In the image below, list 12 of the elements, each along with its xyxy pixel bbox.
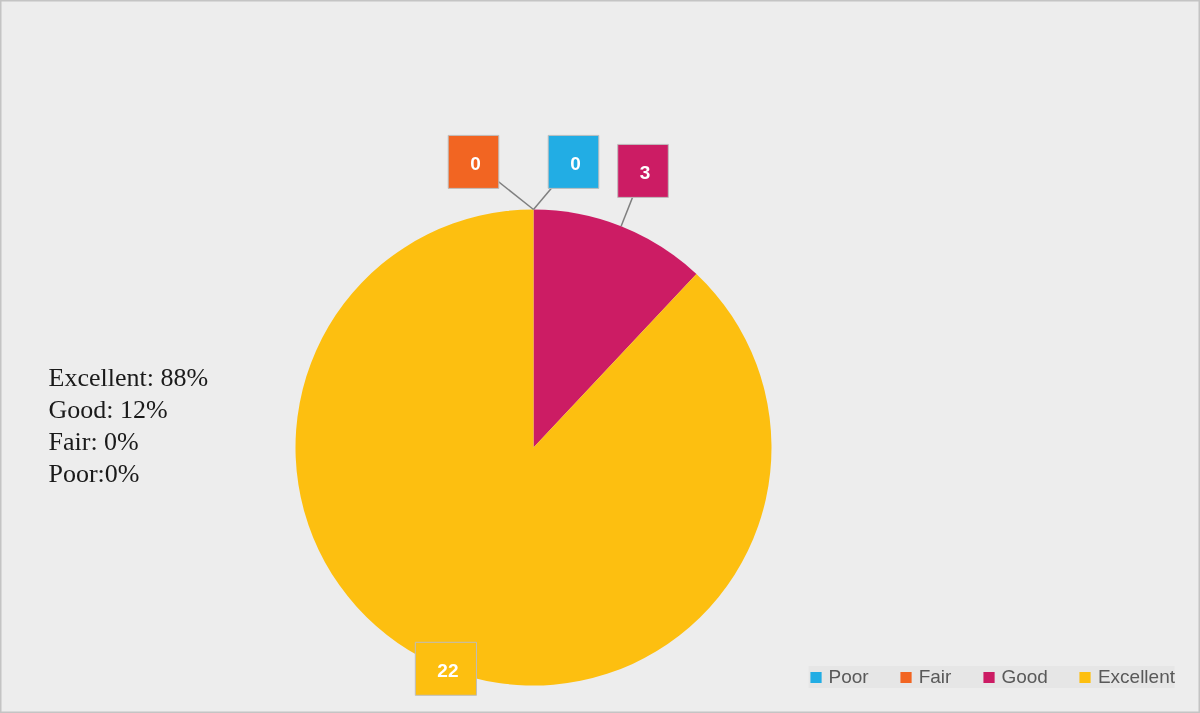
text: Poor:0%	[48, 459, 140, 488]
text: Fair: 0%	[48, 427, 139, 456]
legend-label: Excellent	[1097, 666, 1175, 688]
legend-label: Poor	[828, 666, 869, 688]
text: 0	[570, 153, 581, 175]
data-label: 3	[639, 162, 651, 184]
data-label: 22	[437, 660, 459, 682]
text: Excellent: 88%	[48, 363, 209, 392]
text: 0	[470, 153, 481, 175]
text: Good: 12%	[48, 395, 168, 424]
legend-label: Good	[1001, 666, 1048, 688]
legend-label: Fair	[918, 666, 952, 688]
